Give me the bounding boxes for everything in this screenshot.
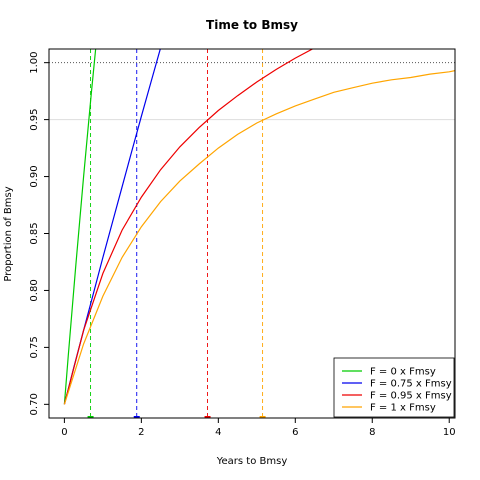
y-tick-label-3: 0.85 (29, 222, 40, 244)
x-tick-label-3: 6 (292, 427, 298, 438)
y-axis-label: Proportion of Bmsy (3, 186, 14, 281)
x-tick-label-5: 10 (443, 427, 456, 438)
x-axis-label: Years to Bmsy (216, 456, 288, 467)
x-tick-label-2: 4 (215, 427, 221, 438)
series-line-3 (63, 70, 455, 405)
x-axis: 0 2 4 6 8 10 (61, 418, 456, 438)
legend-label-1: F = 0.75 x Fmsy (370, 379, 452, 390)
plot-area (48, 48, 456, 419)
y-tick-label-6: 1.00 (29, 52, 40, 74)
legend-label-0: F = 0 x Fmsy (370, 367, 436, 378)
y-axis: 0.70 0.75 0.80 0.85 0.90 0.95 1.00 (29, 52, 49, 415)
y-tick-label-1: 0.75 (29, 336, 40, 358)
x-tick-label-1: 2 (138, 427, 144, 438)
y-tick-label-5: 0.95 (29, 108, 40, 130)
chart-title: Time to Bmsy (206, 18, 298, 32)
y-tick-label-4: 0.90 (29, 165, 40, 187)
legend-label-2: F = 0.95 x Fmsy (370, 391, 452, 402)
x-tick-label-4: 8 (369, 427, 375, 438)
series-group (49, 49, 455, 418)
series-line-0 (63, 49, 97, 405)
x-tick-label-0: 0 (61, 427, 67, 438)
series-line-2 (63, 49, 314, 405)
legend-label-3: F = 1 x Fmsy (370, 403, 436, 414)
y-tick-label-0: 0.70 (29, 393, 40, 415)
y-tick-label-2: 0.80 (29, 279, 40, 301)
